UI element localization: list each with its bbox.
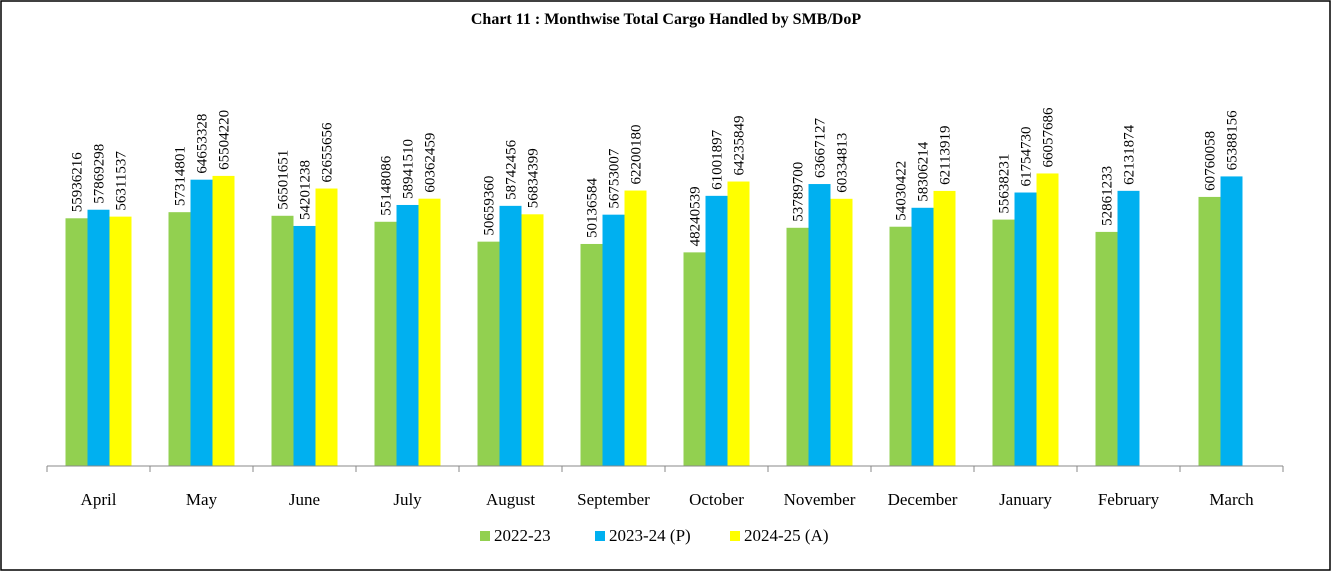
bar [190, 179, 213, 467]
bar [727, 181, 750, 466]
legend-swatch [480, 531, 490, 541]
bar [212, 175, 235, 466]
bar [396, 204, 419, 466]
bar [109, 216, 132, 466]
data-label: 50136584 [585, 177, 601, 238]
x-tick-label: February [1098, 490, 1160, 509]
data-label: 62200180 [629, 125, 645, 185]
data-label: 57314801 [173, 146, 189, 206]
legend-label: 2022-23 [494, 526, 551, 545]
legend-label: 2023-24 (P) [609, 526, 691, 545]
data-label: 55638231 [997, 154, 1013, 214]
data-label: 65388156 [1225, 110, 1241, 171]
data-label: 63667127 [813, 118, 829, 179]
data-label: 54201238 [298, 160, 314, 220]
data-label: 60362459 [423, 133, 439, 193]
data-label: 65504220 [217, 110, 233, 170]
x-tick-label: December [888, 490, 958, 509]
bar [87, 209, 110, 466]
bar [602, 214, 625, 466]
bar [933, 190, 956, 466]
data-label: 60760058 [1203, 131, 1219, 191]
bar [580, 243, 603, 466]
data-label: 52861233 [1100, 166, 1116, 226]
x-tick-label: June [289, 490, 320, 509]
bar [889, 226, 912, 466]
bar [624, 190, 647, 466]
x-tick-label: April [81, 490, 117, 509]
bar [705, 195, 728, 466]
bar [808, 184, 831, 466]
data-label: 56501651 [276, 150, 292, 210]
bar [271, 215, 294, 466]
bar [1095, 231, 1118, 466]
data-label: 55148086 [379, 155, 395, 216]
data-label: 66057686 [1041, 107, 1057, 168]
bar [1014, 192, 1037, 466]
data-label: 50659360 [482, 176, 498, 236]
data-label: 61754730 [1019, 127, 1035, 187]
data-label: 48240539 [688, 186, 704, 246]
bar [65, 218, 88, 466]
data-label: 58306214 [916, 141, 932, 202]
data-label: 56311537 [114, 151, 130, 211]
x-tick-label: May [186, 490, 218, 509]
bar [830, 198, 853, 466]
x-tick-label: August [486, 490, 535, 509]
bar [992, 219, 1015, 466]
bar [168, 212, 191, 466]
bar [1220, 176, 1243, 466]
bar [521, 214, 544, 466]
bar [293, 225, 316, 466]
data-label: 55936216 [70, 152, 86, 213]
bar [499, 205, 522, 466]
bar [786, 227, 809, 466]
x-tick-label: September [577, 490, 650, 509]
bar [315, 188, 338, 466]
data-label: 57869298 [92, 144, 108, 204]
data-label: 64653328 [195, 114, 211, 174]
bar [1198, 196, 1221, 466]
x-tick-label: January [999, 490, 1052, 509]
bar [418, 198, 441, 466]
x-tick-label: October [689, 490, 744, 509]
data-label: 60334813 [835, 133, 851, 193]
legend-swatch [730, 531, 740, 541]
bar [683, 252, 706, 466]
data-label: 54030422 [894, 161, 910, 221]
bar [1036, 173, 1059, 467]
x-tick-label: November [784, 490, 856, 509]
data-label: 62131874 [1122, 124, 1138, 185]
data-label: 62655656 [320, 122, 336, 183]
data-label: 58742456 [504, 139, 520, 200]
data-label: 53789700 [791, 162, 807, 222]
data-label: 56834399 [526, 148, 542, 208]
bar [374, 221, 397, 466]
data-label: 62113919 [938, 125, 954, 184]
chart-title: Chart 11 : Monthwise Total Cargo Handled… [471, 11, 861, 28]
legend-label: 2024-25 (A) [744, 526, 829, 545]
bar [1117, 190, 1140, 467]
x-tick-label: July [393, 490, 422, 509]
legend-swatch [595, 531, 605, 541]
data-label: 64235849 [732, 116, 748, 176]
data-label: 56753007 [607, 148, 623, 209]
x-tick-label: March [1209, 490, 1254, 509]
data-label: 58941510 [401, 139, 417, 199]
bar [911, 207, 934, 466]
bar [477, 241, 500, 466]
data-label: 61001897 [710, 129, 726, 190]
